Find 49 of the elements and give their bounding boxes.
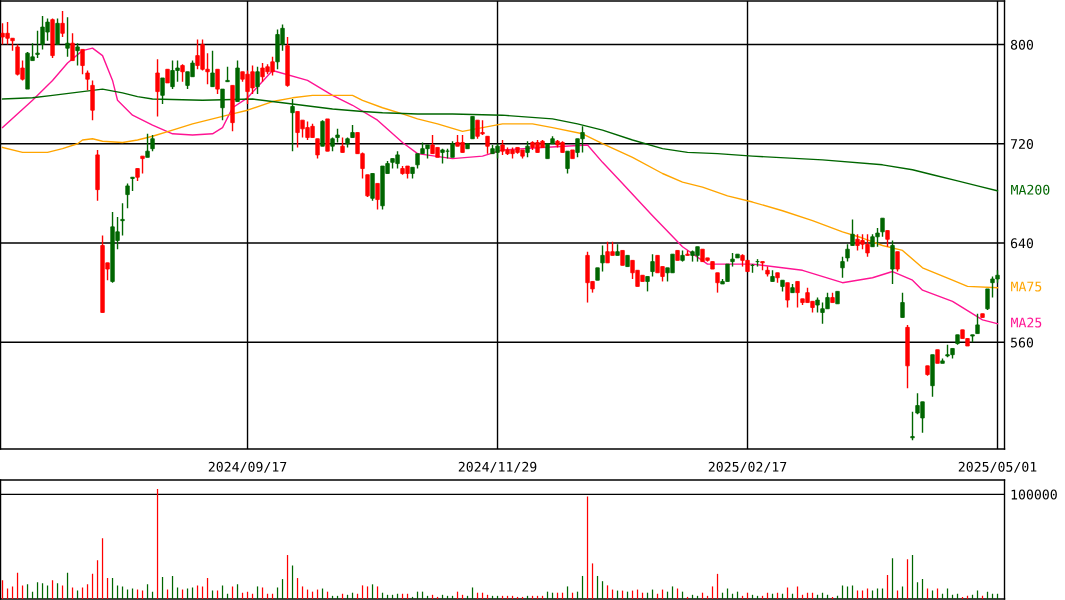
- candlestick: [880, 217, 885, 238]
- candlestick: [565, 150, 570, 175]
- candlestick: [80, 48, 85, 75]
- candlestick: [470, 115, 475, 140]
- candlestick: [120, 202, 125, 237]
- candlestick: [715, 272, 720, 294]
- candlestick: [850, 218, 855, 247]
- candlestick: [650, 253, 655, 278]
- y-tick-label: 720: [1010, 138, 1034, 149]
- candlestick: [85, 69, 90, 92]
- candlestick: [890, 239, 895, 285]
- series-label: MA200: [1011, 184, 1050, 195]
- x-tick-label: 2025/05/01: [958, 461, 1037, 473]
- candlestick: [145, 133, 150, 159]
- y-tick-label: 100000: [1011, 489, 1057, 500]
- y-tick-label: 800: [1010, 39, 1034, 50]
- candlestick: [840, 255, 845, 279]
- x-tick-label: 2024/09/17: [208, 461, 287, 473]
- candlestick: [785, 282, 790, 309]
- candlestick: [35, 30, 40, 59]
- line-series: [1, 94, 999, 289]
- candlestick: [375, 182, 380, 211]
- x-tick-label: 2024/11/29: [458, 461, 537, 473]
- candlestick: [65, 16, 70, 58]
- candlestick: [155, 58, 160, 118]
- candlestick: [900, 291, 905, 319]
- candlestick: [315, 138, 320, 160]
- y-tick-label: 640: [1010, 238, 1034, 249]
- candlestick: [975, 313, 980, 335]
- candlestick: [255, 66, 260, 95]
- candlestick: [365, 174, 370, 198]
- candlestick: [910, 411, 915, 441]
- candlestick: [70, 32, 75, 62]
- candlestick: [985, 288, 990, 311]
- series-label: MA75: [1011, 281, 1042, 292]
- candlestick: [75, 42, 80, 67]
- x-tick-label: 2025/02/17: [708, 461, 787, 473]
- candlestick: [60, 10, 65, 38]
- line-series: [1, 47, 999, 325]
- y-tick-label: 560: [1010, 337, 1034, 348]
- candlestick: [55, 17, 60, 46]
- candlestick: [600, 244, 605, 273]
- candlestick: [795, 280, 800, 309]
- candlestick: [215, 68, 220, 95]
- candlestick: [290, 98, 295, 152]
- candlestick: [125, 182, 130, 209]
- candlestick: [210, 49, 215, 88]
- candlestick: [895, 250, 900, 273]
- series-label: MA25: [1011, 317, 1042, 328]
